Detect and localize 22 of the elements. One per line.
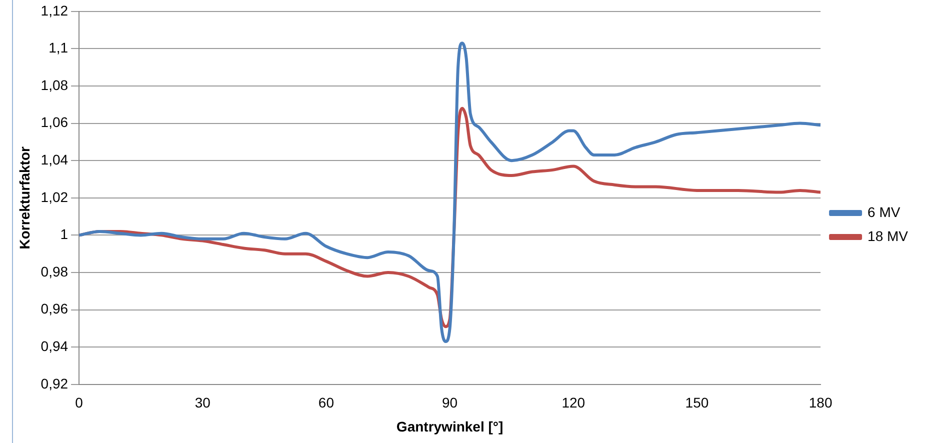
x-tick-label: 120 [562,394,586,411]
legend-label: 6 MV [868,204,901,220]
y-tick-label: 1,06 [40,114,68,130]
y-tick-label: 1,08 [40,76,68,93]
x-tick-label: 60 [318,394,334,411]
y-tick-label: 1,1 [48,40,68,56]
x-tick-label: 150 [685,394,709,411]
y-tick-label: 0,96 [40,300,68,317]
x-tick-label: 180 [808,394,832,411]
x-tick-label: 30 [194,394,211,411]
x-tick-label: 90 [442,394,458,411]
x-tick-label: 0 [75,394,84,411]
y-tick-label: 1,12 [40,2,68,18]
y-tick-label: 0,94 [40,338,68,354]
legend-label: 18 MV [868,228,909,244]
y-tick-label: 1 [60,226,68,242]
y-tick-label: 1,04 [40,151,68,168]
y-tick-label: 0,92 [40,375,68,392]
y-axis-title: Korrekturfaktor [16,146,32,250]
y-tick-label: 0,98 [40,263,68,280]
x-axis-title: Gantrywinkel [°] [396,418,504,434]
y-tick-label: 1,02 [40,188,68,205]
